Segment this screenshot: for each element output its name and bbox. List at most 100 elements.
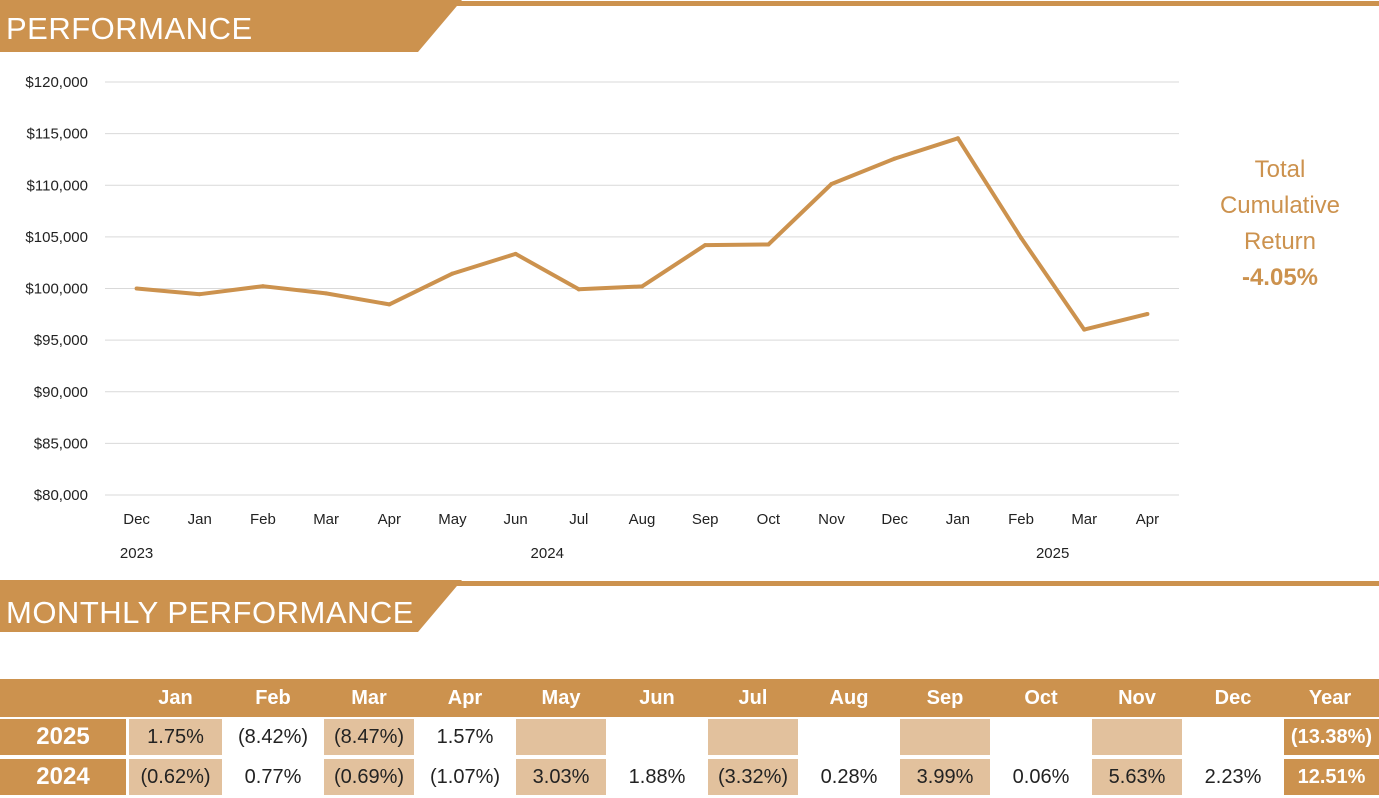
y-tick-label: $120,000	[25, 74, 88, 91]
x-tick-label: May	[438, 511, 467, 528]
month-cell: 0.06%	[993, 757, 1089, 797]
data-point	[1145, 312, 1150, 317]
header-rule	[0, 1, 1379, 6]
performance-section-header: PERFORMANCE	[0, 0, 1379, 56]
monthly-section-header: MONTHLY PERFORMANCE	[0, 580, 1379, 636]
performance-title: PERFORMANCE	[6, 11, 253, 46]
table-row: 2024 (0.62%) 0.77% (0.69%) (1.07%) 3.03%…	[0, 757, 1379, 797]
y-tick-label: $95,000	[34, 332, 88, 349]
data-point	[955, 136, 960, 141]
x-tick-label: Sep	[692, 511, 719, 528]
month-cell: 0.28%	[801, 757, 897, 797]
month-cell	[801, 717, 897, 757]
x-tick-label: Feb	[250, 511, 276, 528]
summary-value: -4.05%	[1241, 264, 1319, 291]
x-tick-label: Oct	[757, 511, 781, 528]
x-tick-label: Mar	[313, 511, 339, 528]
table-header-row: Jan Feb Mar Apr May Jun Jul Aug Sep Oct …	[0, 679, 1379, 717]
row-year-label: 2024	[0, 757, 126, 797]
year-label: 2025	[1036, 545, 1069, 562]
month-cell: 1.57%	[417, 717, 513, 757]
x-tick-label: Feb	[1008, 511, 1034, 528]
column-header: Oct	[993, 679, 1089, 717]
x-tick-label: Apr	[378, 511, 401, 528]
y-tick-label: $90,000	[34, 384, 88, 401]
month-cell: (0.62%)	[126, 757, 225, 797]
month-cell: 3.99%	[897, 757, 993, 797]
month-cell: 1.88%	[609, 757, 705, 797]
y-tick-label: $115,000	[27, 126, 88, 143]
monthly-title: MONTHLY PERFORMANCE	[6, 595, 414, 630]
y-tick-label: $80,000	[34, 487, 88, 504]
month-cell: 0.77%	[225, 757, 321, 797]
x-tick-label: Aug	[629, 511, 656, 528]
x-axis-year-labels: 2023 2024 2025	[120, 545, 1069, 562]
x-tick-label: Jun	[504, 511, 528, 528]
data-point	[829, 182, 834, 187]
x-tick-label: Nov	[818, 511, 845, 528]
column-header: Nov	[1089, 679, 1185, 717]
series-line	[136, 136, 1148, 332]
month-cell: 5.63%	[1089, 757, 1185, 797]
column-header: Mar	[321, 679, 417, 717]
y-tick-label: $110,000	[27, 177, 88, 194]
month-cell: (1.07%)	[417, 757, 513, 797]
month-cell: (0.69%)	[321, 757, 417, 797]
x-tick-label: Jan	[946, 511, 970, 528]
y-tick-label: $105,000	[25, 229, 88, 246]
month-cell: 3.03%	[513, 757, 609, 797]
month-cell	[705, 717, 801, 757]
data-point	[260, 284, 265, 289]
data-point	[703, 243, 708, 248]
data-point	[1019, 235, 1024, 240]
y-axis-tick-labels: $80,000 $85,000 $90,000 $95,000 $100,000 $105…	[25, 74, 88, 504]
data-point	[513, 251, 518, 256]
header-tab-shape	[0, 0, 462, 52]
x-axis-tick-labels: Dec Jan Feb Mar Apr May Jun Jul Aug Sep Oct Nov Dec J…	[123, 511, 1159, 528]
year-total-cell: 12.51%	[1281, 757, 1379, 797]
row-year-label: 2025	[0, 717, 126, 757]
month-cell	[1089, 717, 1185, 757]
data-point	[576, 287, 581, 292]
column-header: Jan	[126, 679, 225, 717]
month-cell: (8.42%)	[225, 717, 321, 757]
y-tick-label: $85,000	[34, 435, 88, 452]
year-label: 2024	[531, 545, 564, 562]
month-cell	[609, 717, 705, 757]
data-point	[324, 291, 329, 296]
header-rule	[0, 581, 1379, 586]
y-tick-label: $100,000	[25, 281, 88, 298]
series-points	[134, 136, 1150, 332]
x-tick-label: Dec	[881, 511, 908, 528]
column-header: Year	[1281, 679, 1379, 717]
data-point	[450, 271, 455, 276]
total-cumulative-return: Total Cumulative Return -4.05%	[1195, 152, 1365, 296]
column-header: May	[513, 679, 609, 717]
data-point	[197, 292, 202, 297]
data-point	[766, 242, 771, 247]
data-point	[134, 286, 139, 291]
data-point	[1082, 327, 1087, 332]
summary-label-line1: Total	[1254, 156, 1306, 183]
month-cell	[1185, 717, 1281, 757]
x-tick-label: Jan	[188, 511, 212, 528]
data-point	[387, 302, 392, 307]
x-tick-label: Jul	[569, 511, 588, 528]
month-cell	[993, 717, 1089, 757]
column-header: Sep	[897, 679, 993, 717]
x-tick-label: Apr	[1136, 511, 1159, 528]
x-tick-label: Mar	[1071, 511, 1097, 528]
monthly-performance-table: Jan Feb Mar Apr May Jun Jul Aug Sep Oct …	[0, 679, 1379, 797]
month-cell	[897, 717, 993, 757]
data-point	[640, 284, 644, 289]
month-cell: (8.47%)	[321, 717, 417, 757]
month-cell: (3.32%)	[705, 757, 801, 797]
column-header: Jun	[609, 679, 705, 717]
data-point	[892, 156, 897, 161]
month-cell	[513, 717, 609, 757]
month-cell: 2.23%	[1185, 757, 1281, 797]
column-header: Jul	[705, 679, 801, 717]
column-header: Dec	[1185, 679, 1281, 717]
year-label: 2023	[120, 545, 153, 562]
performance-line-chart: $80,000 $85,000 $90,000 $95,000 $100,000 $105…	[25, 74, 1179, 562]
